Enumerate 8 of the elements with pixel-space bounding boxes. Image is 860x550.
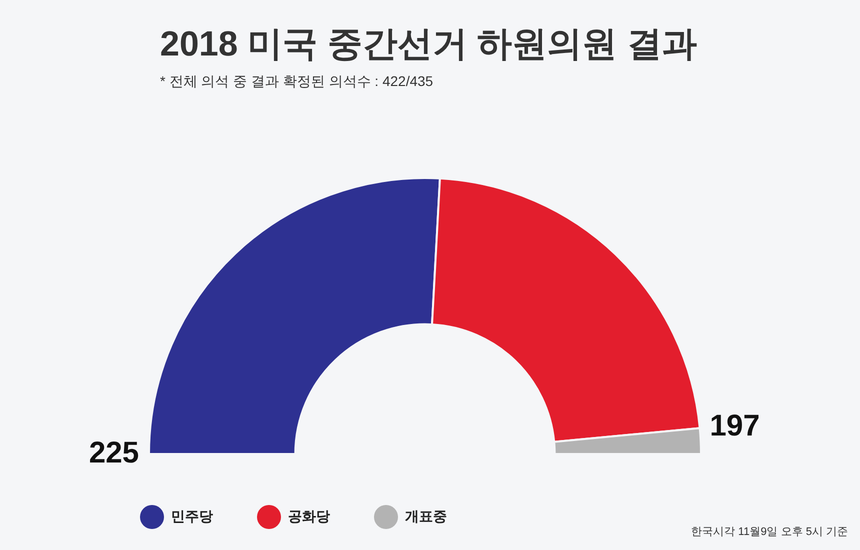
- legend-label: 민주당: [171, 508, 213, 524]
- data-label: 225: [88, 436, 139, 470]
- data-label: 197: [710, 409, 760, 442]
- legend-label: 개표중: [405, 508, 447, 524]
- chart-title: 2018 미국 중간선거 하원의원 결과: [160, 24, 697, 64]
- legend-label: 공화당: [288, 508, 330, 524]
- chart-subtitle: * 전체 의석 중 결과 확정된 의석수 : 422/435: [160, 72, 434, 89]
- text: 한국시각 11월9일 오후 5시 기준: [691, 526, 848, 538]
